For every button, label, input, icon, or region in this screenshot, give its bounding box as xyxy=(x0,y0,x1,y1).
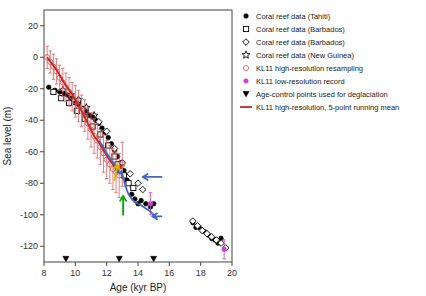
legend-swatch xyxy=(242,51,250,58)
point xyxy=(131,185,136,190)
legend-label: KL11 high-resolution, 5-point running me… xyxy=(256,103,399,112)
arrow xyxy=(114,164,120,180)
series xyxy=(148,193,226,259)
point xyxy=(139,186,146,193)
y-tick-label: 20 xyxy=(28,21,38,31)
axes: 8 10 12 14 16 18 20 20 0 -20 -40 -60 -80 -100 -120 xyxy=(20,21,237,278)
x-tick xyxy=(138,262,139,266)
y-tick-label: -60 xyxy=(25,147,38,157)
x-tick-label: 10 xyxy=(70,268,80,278)
point xyxy=(144,201,149,206)
x-tick xyxy=(200,262,201,266)
y-tick xyxy=(40,183,44,184)
y-tick-label: -100 xyxy=(20,210,38,220)
y-tick-label: -20 xyxy=(25,84,38,94)
point xyxy=(106,135,111,140)
series xyxy=(45,46,125,197)
y-tick-label: -80 xyxy=(25,178,38,188)
point xyxy=(200,228,205,233)
point xyxy=(103,128,110,135)
point xyxy=(148,201,153,206)
line xyxy=(47,57,122,172)
legend-label: Age-control points used for deglaciation xyxy=(256,90,388,99)
legend-swatch xyxy=(244,14,249,19)
x-tick-label: 14 xyxy=(133,268,143,278)
point xyxy=(139,198,144,203)
series xyxy=(47,57,122,172)
error-bar xyxy=(222,240,226,259)
legend-label: Coral reef data (Barbados) xyxy=(256,38,345,47)
arrow xyxy=(143,174,162,180)
error-bar xyxy=(105,141,109,179)
y-tick xyxy=(40,57,44,58)
y-tick xyxy=(40,214,44,215)
arrows xyxy=(114,164,162,219)
point xyxy=(127,171,134,178)
point xyxy=(218,240,225,247)
plot-area xyxy=(45,46,230,261)
point xyxy=(96,119,103,126)
y-tick xyxy=(40,246,44,247)
error-bar xyxy=(117,153,121,197)
legend-swatch xyxy=(243,92,249,97)
x-tick-label: 12 xyxy=(102,268,112,278)
point xyxy=(63,256,69,261)
legend: Coral reef data (Tahiti) Coral reef data … xyxy=(240,12,399,112)
y-tick-label: -120 xyxy=(20,241,38,251)
y-tick xyxy=(40,120,44,121)
plot-frame xyxy=(44,10,232,262)
arrow xyxy=(152,213,161,219)
y-tick-label: 0 xyxy=(33,52,38,62)
series xyxy=(46,85,223,246)
y-tick xyxy=(40,88,44,89)
x-tick xyxy=(44,262,45,266)
point xyxy=(135,180,142,187)
legend-swatch xyxy=(240,106,252,108)
legend-swatch xyxy=(243,39,250,46)
y-axis-label: Sea level (m) xyxy=(2,107,13,166)
x-axis-label: Age (kyr BP) xyxy=(110,282,167,293)
point xyxy=(222,247,227,252)
legend-label: KL11 low-resolution record xyxy=(256,77,345,86)
arrow xyxy=(120,196,126,215)
legend-label: KL11 high-resolution resampling xyxy=(256,64,363,73)
series xyxy=(63,256,157,261)
legend-label: Coral reef data (Tahiti) xyxy=(256,12,331,21)
y-tick xyxy=(40,151,44,152)
point xyxy=(116,256,122,261)
point xyxy=(51,89,56,94)
legend-label: Coral reef data (New Guinea) xyxy=(256,51,354,60)
x-tick-label: 16 xyxy=(164,268,174,278)
legend-swatch xyxy=(244,79,249,84)
x-tick xyxy=(232,262,233,266)
legend-label: Coral reef data (Barbados) xyxy=(256,25,345,34)
x-tick xyxy=(106,262,107,266)
point xyxy=(190,218,197,225)
x-tick-label: 18 xyxy=(196,268,206,278)
y-tick-label: -40 xyxy=(25,115,38,125)
x-tick-label: 20 xyxy=(227,268,237,278)
point xyxy=(46,85,51,90)
point xyxy=(151,256,157,261)
series xyxy=(80,106,229,251)
x-tick xyxy=(75,262,76,266)
point xyxy=(194,222,201,229)
x-tick-label: 8 xyxy=(41,268,46,278)
legend-swatch xyxy=(243,26,248,31)
point xyxy=(222,245,229,252)
error-bar xyxy=(108,145,112,183)
x-tick xyxy=(169,262,170,266)
chart: 8 10 12 14 16 18 20 20 0 -20 -40 -60 -80 -100 -120 Age … xyxy=(0,0,426,296)
y-tick xyxy=(40,25,44,26)
legend-swatch xyxy=(243,65,248,70)
